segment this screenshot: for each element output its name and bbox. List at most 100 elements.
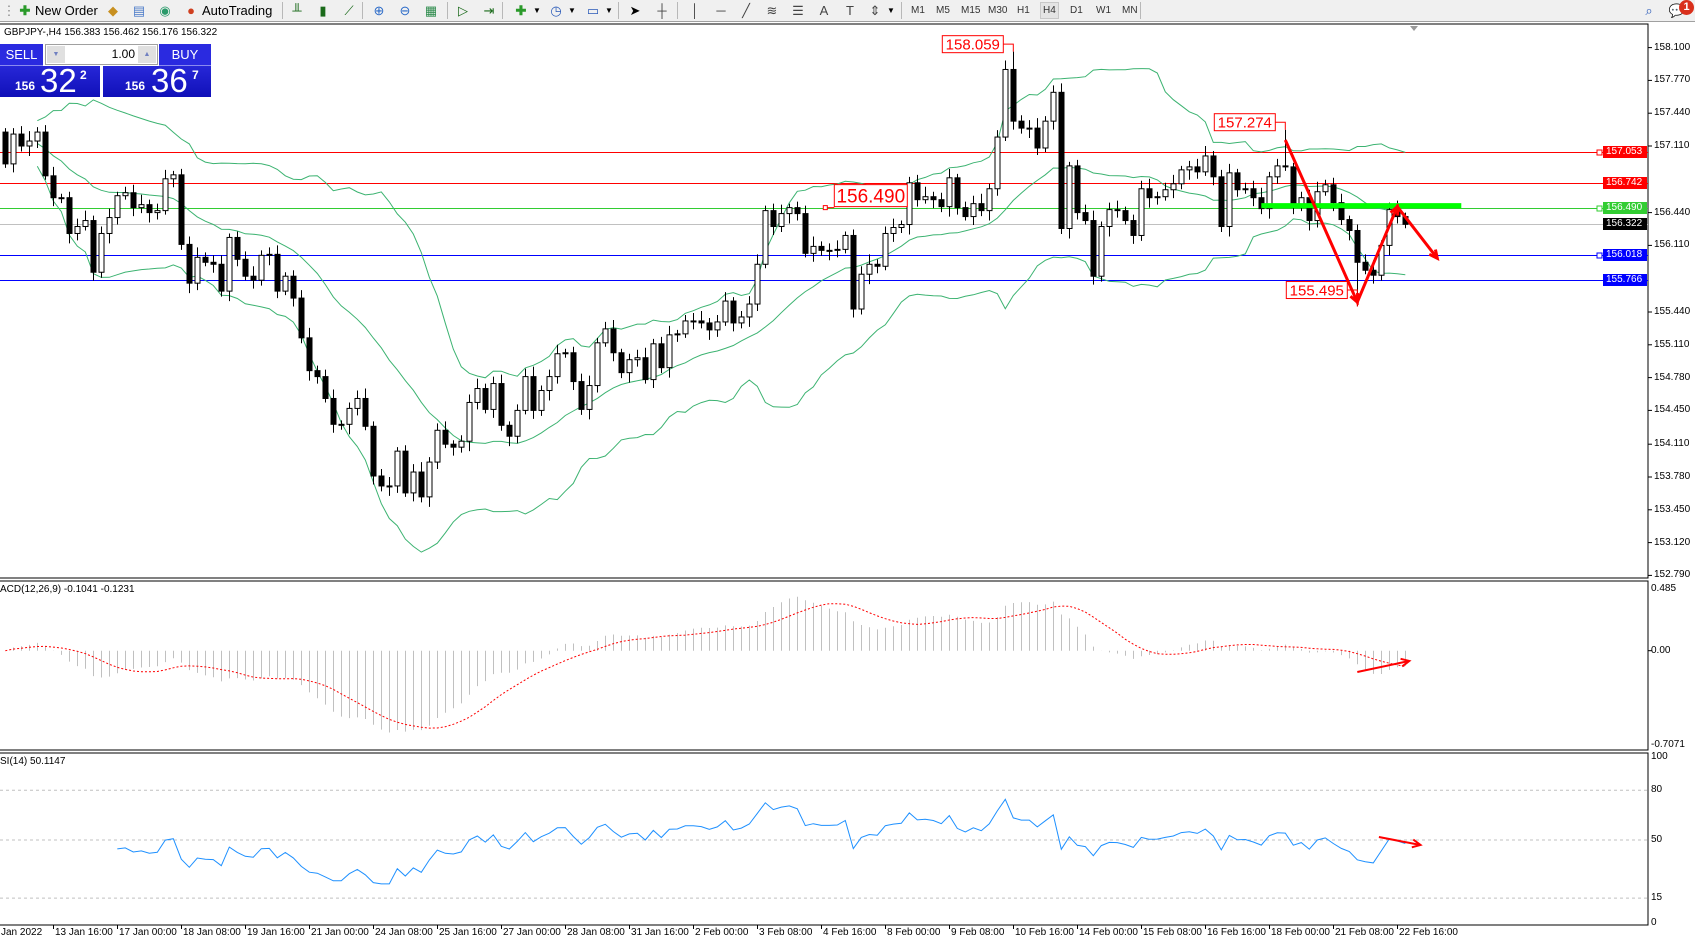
candlestick-icon[interactable]: ▮	[319, 3, 327, 18]
candle	[1106, 202, 1113, 237]
candle-body-bull	[562, 352, 569, 355]
toolbar-separator	[362, 2, 363, 19]
candle-body-bear	[186, 243, 193, 284]
autotrading-icon[interactable]: ●	[187, 3, 195, 18]
timeframe-m1[interactable]: M1	[911, 5, 925, 16]
candle	[1170, 174, 1177, 199]
chart-header-ohlc: GBPJPY-,H4 156.383 156.462 156.176 156.3…	[4, 27, 218, 38]
candle	[346, 402, 353, 435]
indicators-icon[interactable]: ✚	[515, 3, 527, 18]
zoom-in-icon[interactable]: ⊕	[373, 3, 385, 18]
timeframe-mn[interactable]: MN	[1122, 5, 1138, 16]
horizontal-line-icon[interactable]: ─	[716, 3, 726, 18]
auto-scroll-icon[interactable]: ▷	[458, 3, 468, 18]
new-order-button[interactable]: New Order	[35, 3, 98, 18]
candle	[98, 226, 105, 278]
candle	[962, 201, 969, 221]
buy-price-box[interactable]: 156 36 7	[103, 64, 211, 97]
timeframe-h1[interactable]: H1	[1017, 5, 1030, 16]
text-label-icon[interactable]: T	[846, 3, 854, 18]
candle	[1178, 165, 1185, 190]
candle	[794, 201, 801, 221]
candle	[186, 236, 193, 294]
zoom-out-icon[interactable]: ⊖	[399, 3, 411, 18]
chevron-down-icon[interactable]: ▼	[887, 6, 895, 15]
rsi-axis-label: 80	[1651, 784, 1663, 796]
timeframe-h4[interactable]: H4	[1040, 2, 1059, 19]
candle-body-bear	[210, 261, 217, 265]
cursor-icon[interactable]: ➤	[629, 3, 641, 18]
templates-icon[interactable]: ▭	[586, 3, 600, 18]
candle	[674, 329, 681, 342]
market-watch-icon[interactable]: ◆	[108, 3, 118, 18]
candle-body-bull	[1186, 166, 1193, 171]
new-order-icon[interactable]: ✚	[19, 3, 31, 18]
search-icon[interactable]: ⌕	[1645, 3, 1653, 18]
text-icon[interactable]: A	[819, 3, 829, 18]
arrows-icon[interactable]: ⇕	[869, 3, 881, 18]
lot-size-stepper[interactable]: ▼ 1.00 ▲	[45, 44, 158, 65]
candle-body-bear	[1218, 176, 1225, 228]
annotation-text: 157.274	[1218, 115, 1272, 132]
candle	[194, 247, 201, 291]
lot-input[interactable]: 1.00	[111, 47, 135, 61]
time-axis-label: 3 Feb 08:00	[759, 927, 813, 938]
tile-windows-icon[interactable]: ▦	[424, 3, 438, 18]
crosshair-icon[interactable]: ┼	[657, 3, 667, 18]
candle	[810, 236, 817, 262]
vertical-line-icon[interactable]: │	[690, 3, 700, 18]
level-price-tag: 156.322	[1603, 218, 1647, 231]
candle	[978, 193, 985, 217]
timeframe-m15[interactable]: M15	[961, 5, 981, 16]
signals-icon[interactable]: ◉	[159, 3, 171, 18]
candle-body-bear	[1250, 188, 1257, 199]
candle-body-bull	[986, 188, 993, 212]
notification-badge[interactable]: 1	[1679, 0, 1694, 15]
buy-button[interactable]: BUY	[159, 44, 211, 66]
candle	[826, 243, 833, 261]
candle	[698, 311, 705, 329]
periods-icon[interactable]: ◷	[550, 3, 562, 18]
lot-increase-button[interactable]: ▲	[138, 46, 156, 63]
sell-button[interactable]: SELL	[0, 44, 43, 66]
chevron-down-icon[interactable]: ▼	[605, 6, 613, 15]
price-axis-label: 154.780	[1654, 371, 1691, 383]
candle-body-bull	[1050, 91, 1057, 122]
level-marker	[1596, 205, 1603, 212]
candle	[258, 250, 265, 286]
lot-decrease-button[interactable]: ▼	[47, 46, 65, 63]
price-axis-label: 152.790	[1654, 569, 1691, 581]
timeframe-m5[interactable]: M5	[936, 5, 950, 16]
buy-point: 7	[192, 68, 199, 82]
candle	[858, 266, 865, 315]
candle-body-bull	[474, 388, 481, 403]
navigator-icon[interactable]: ▤	[132, 3, 146, 18]
time-axis-label: 31 Jan 16:00	[631, 927, 689, 938]
candle-body-bull	[626, 359, 633, 374]
chevron-down-icon[interactable]: ▼	[533, 6, 541, 15]
sell-price-box[interactable]: 156 32 2	[0, 64, 100, 97]
toolbar-separator	[502, 2, 503, 19]
candle	[2, 128, 9, 168]
line-chart-icon[interactable]: ⟋	[344, 3, 354, 18]
autotrading-button[interactable]: AutoTrading	[202, 3, 273, 18]
chart-shift-icon[interactable]: ⇥	[483, 3, 495, 18]
candle-body-bull	[858, 273, 865, 310]
timeframe-d1[interactable]: D1	[1070, 5, 1083, 16]
rsi-indicator	[117, 798, 1406, 885]
timeframe-m30[interactable]: M30	[988, 5, 1008, 16]
trendline-icon[interactable]: ╱	[742, 3, 750, 18]
fibonacci-icon[interactable]: ≋	[766, 3, 778, 18]
candle-body-bear	[218, 263, 225, 292]
candle	[338, 420, 345, 430]
candle	[1186, 160, 1193, 180]
timeframe-w1[interactable]: W1	[1096, 5, 1111, 16]
candle-body-bull	[1066, 165, 1073, 230]
channel-icon[interactable]: ☰	[792, 3, 804, 18]
chevron-down-icon[interactable]: ▼	[568, 6, 576, 15]
candle	[1322, 179, 1329, 196]
bar-chart-icon[interactable]: ╨	[292, 3, 302, 18]
candle	[898, 220, 905, 233]
chart-shift-marker-icon	[1410, 26, 1418, 31]
